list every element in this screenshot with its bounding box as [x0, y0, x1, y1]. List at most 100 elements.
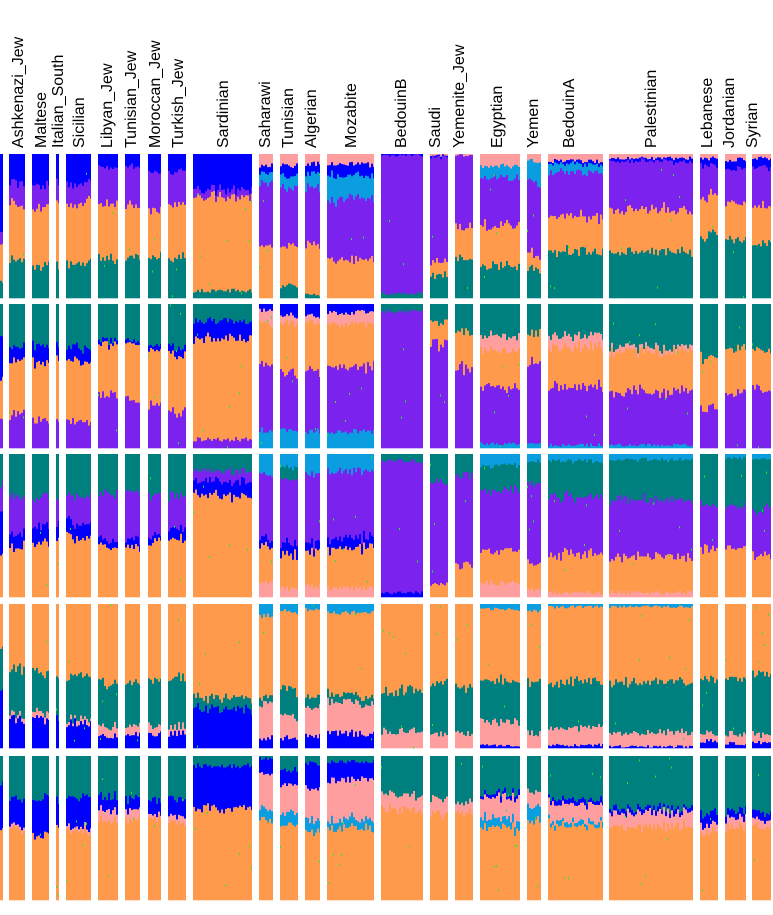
admixture-segment-purple	[263, 183, 265, 248]
admixture-segment-orange	[307, 550, 309, 584]
admixture-segment-pink	[611, 591, 613, 598]
admixture-segment-teal	[78, 262, 80, 299]
admixture-segment-purple	[221, 441, 223, 448]
admixture-segment-green	[665, 398, 666, 400]
admixture-segment-orange	[363, 612, 365, 701]
admixture-segment-pink	[178, 722, 180, 731]
admixture-segment-teal	[580, 247, 582, 298]
admixture-segment-orange	[11, 198, 13, 256]
admixture-segment-blue	[90, 154, 91, 181]
admixture-segment-teal	[754, 245, 756, 298]
admixture-segment-purple	[106, 166, 108, 200]
admixture-segment-blue	[560, 160, 562, 163]
admixture-segment-purple	[461, 361, 463, 448]
admixture-segment-teal	[580, 460, 582, 497]
admixture-segment-lightblue	[269, 172, 271, 182]
admixture-segment-orange	[347, 260, 349, 298]
admixture-segment-orange	[529, 336, 531, 365]
admixture-segment-teal	[667, 304, 669, 351]
admixture-segment-orange	[459, 224, 461, 255]
admixture-segment-blue	[331, 162, 333, 171]
admixture-segment-teal	[139, 304, 140, 344]
admixture-segment-orange	[219, 341, 221, 441]
admixture-segment-blue	[223, 482, 225, 495]
admixture-segment-orange	[72, 362, 74, 419]
admixture-segment-purple	[727, 395, 729, 448]
admixture-segment-orange	[613, 561, 615, 594]
admixture-segment-pink	[440, 154, 442, 157]
admixture-segment-orange	[562, 214, 564, 252]
admixture-segment-purple	[40, 189, 42, 212]
admixture-segment-purple	[675, 499, 677, 560]
admixture-segment-lightblue	[556, 454, 558, 461]
admixture-segment-pink	[558, 339, 560, 351]
admixture-segment-orange	[745, 546, 746, 597]
admixture-segment-blue	[286, 538, 288, 551]
admixture-segment-pink	[657, 345, 659, 350]
admixture-segment-teal	[535, 304, 537, 331]
admixture-segment-green	[679, 526, 680, 528]
admixture-segment-teal	[195, 698, 197, 707]
admixture-segment-teal	[539, 463, 541, 483]
admixture-segment-teal	[760, 459, 762, 512]
admixture-segment-blue	[100, 535, 102, 542]
admixture-segment-pink	[172, 729, 174, 735]
admixture-segment-orange	[178, 356, 180, 414]
admixture-segment-orange	[459, 332, 461, 365]
admixture-segment-teal	[21, 454, 23, 500]
population-block	[125, 454, 140, 597]
admixture-segment-blue	[261, 165, 263, 172]
admixture-segment-purple	[611, 161, 613, 209]
admixture-segment-orange	[743, 344, 745, 390]
admixture-segment-pink	[331, 154, 333, 163]
admixture-segment-purple	[251, 472, 252, 483]
admixture-segment-blue	[307, 737, 309, 748]
admixture-segment-orange	[100, 203, 102, 261]
admixture-segment-purple	[677, 389, 679, 444]
admixture-segment-blue	[197, 483, 199, 495]
admixture-segment-pink	[533, 154, 535, 163]
admixture-segment-lightblue	[367, 176, 369, 198]
admixture-segment-purple	[309, 476, 311, 544]
admixture-segment-orange	[56, 541, 58, 597]
admixture-segment-purple	[100, 492, 102, 536]
admixture-segment-blue	[78, 348, 80, 360]
admixture-segment-pink	[625, 154, 627, 159]
admixture-segment-teal	[556, 304, 558, 336]
admixture-segment-blue	[11, 154, 13, 180]
admixture-segment-lightblue	[584, 446, 586, 448]
admixture-segment-blue	[176, 154, 178, 173]
admixture-segment-pink	[267, 704, 269, 738]
admixture-segment-lightblue	[351, 604, 353, 612]
admixture-segment-pink	[361, 310, 363, 322]
admixture-segment-purple	[467, 156, 469, 228]
admixture-segment-pink	[508, 154, 510, 167]
admixture-segment-purple	[296, 379, 298, 432]
admixture-segment-purple	[582, 498, 584, 555]
admixture-segment-orange	[564, 343, 566, 384]
admixture-segment-blue	[17, 534, 19, 548]
admixture-segment-teal	[457, 304, 459, 331]
admixture-segment-orange	[357, 261, 359, 298]
admixture-segment-blue	[661, 159, 663, 162]
admixture-segment-orange	[209, 197, 211, 293]
admixture-segment-orange	[2, 244, 3, 283]
admixture-segment-pink	[572, 341, 574, 353]
admixture-segment-orange	[100, 543, 102, 598]
admixture-segment-teal	[207, 291, 209, 298]
admixture-segment-purple	[373, 361, 374, 430]
admixture-segment-pink	[752, 154, 754, 159]
admixture-segment-pink	[631, 345, 633, 350]
admixture-segment-teal	[108, 304, 110, 345]
admixture-segment-pink	[760, 154, 762, 157]
admixture-segment-purple	[215, 439, 217, 448]
admixture-segment-teal	[215, 695, 217, 707]
admixture-segment-orange	[339, 546, 341, 587]
admixture-segment-orange	[383, 604, 385, 693]
admixture-segment-lightblue	[494, 445, 496, 449]
admixture-segment-teal	[38, 304, 40, 344]
admixture-segment-blue	[82, 523, 84, 539]
admixture-segment-teal	[436, 304, 438, 321]
admixture-segment-pink	[309, 154, 311, 166]
admixture-segment-lightblue	[335, 604, 337, 614]
